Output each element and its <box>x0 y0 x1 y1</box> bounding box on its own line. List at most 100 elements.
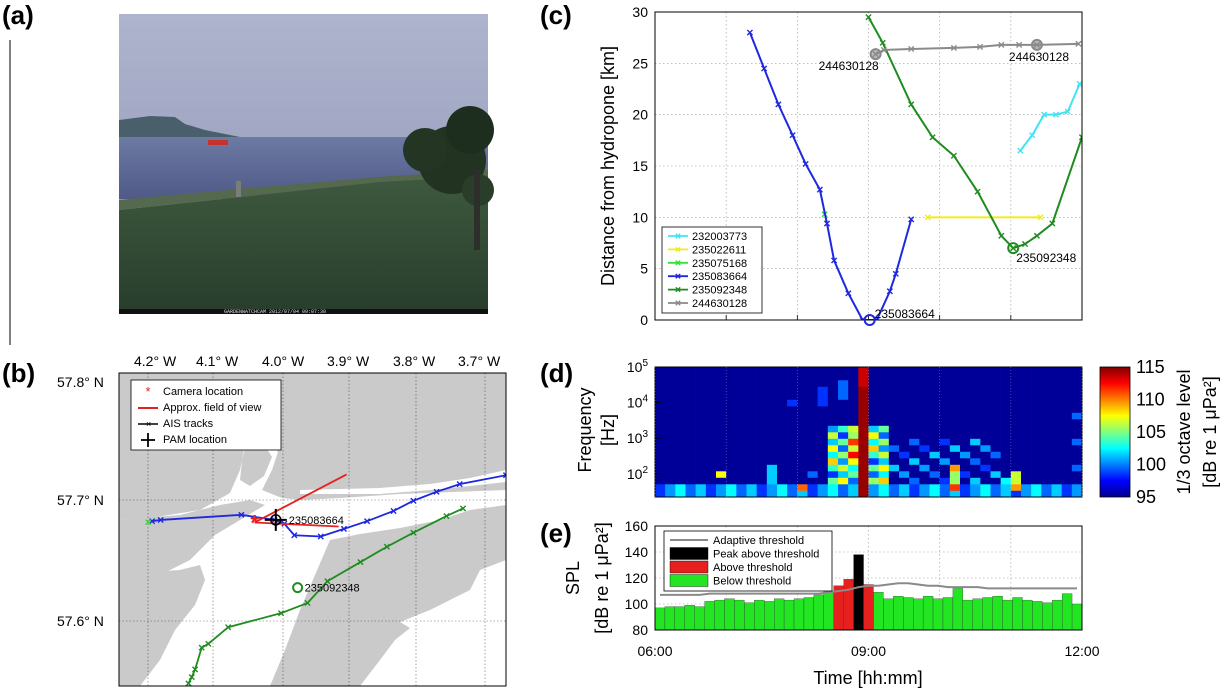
spectrogram-cell <box>899 484 910 491</box>
spectrogram-cell <box>817 425 829 433</box>
spectrogram-cell <box>888 393 900 400</box>
spectrogram-cell <box>756 477 768 485</box>
spectrogram-cell <box>990 412 1001 420</box>
spectrogram-cell <box>919 367 930 374</box>
spectrogram-cell <box>726 425 737 433</box>
spectrogram-cell <box>909 432 920 439</box>
spectrogram-cell <box>1000 386 1012 394</box>
spectrogram-cell <box>777 451 788 459</box>
spectrogram-cell <box>726 451 737 459</box>
spectrogram-cell <box>787 393 798 400</box>
spectrogram-cell <box>1000 464 1012 472</box>
spectrogram-cell <box>868 484 879 491</box>
spectrogram-cell <box>1031 458 1042 465</box>
spectrogram-cell <box>919 458 930 465</box>
spectrogram-cell <box>716 451 727 459</box>
spectrogram-cell <box>980 471 991 478</box>
spectrogram-cell <box>675 399 686 407</box>
spectrogram-cell <box>655 419 666 426</box>
spectrogram-cell <box>797 399 808 407</box>
spectrogram-cell <box>797 451 808 459</box>
spectrogram-cell <box>868 386 879 394</box>
spectrogram-cell <box>848 471 859 478</box>
map-track-point <box>357 558 364 566</box>
spectrogram-cell <box>1010 399 1022 407</box>
spectrogram-cell <box>665 471 676 478</box>
spectrogram-cell <box>949 373 961 381</box>
spectrogram-cell <box>766 432 778 439</box>
spectrogram-cell <box>868 425 879 433</box>
spl-bar <box>774 598 785 630</box>
spectrogram-cell <box>756 432 768 439</box>
spectrogram-cell <box>888 484 900 491</box>
spectrogram-cell <box>655 373 666 381</box>
spectrogram-cell <box>970 419 981 426</box>
spectrogram-cell <box>1061 393 1073 400</box>
spectrogram-cell <box>990 464 1001 472</box>
spectrogram-cell <box>817 458 829 465</box>
spectrogram-cell <box>787 490 798 498</box>
spectrogram-cell <box>807 399 818 407</box>
lon-tick: 3.9° W <box>327 353 370 369</box>
spectrogram-cell <box>878 380 890 387</box>
spectrogram-cell <box>848 438 859 446</box>
spectrogram-cell <box>807 464 818 472</box>
spectrogram-cell <box>1061 490 1073 498</box>
spectrogram-cell <box>665 432 676 439</box>
spectrogram-cell <box>838 367 849 374</box>
spectrogram-cell <box>665 406 676 413</box>
spectrogram-cell <box>705 406 717 413</box>
spectrogram-cell <box>919 451 930 459</box>
spectrogram-cell <box>817 412 829 420</box>
spectrogram-cell <box>878 490 890 498</box>
spectrogram-cell <box>929 380 940 387</box>
spl-bar <box>893 596 904 630</box>
spectrogram-cell <box>1000 367 1012 374</box>
map-latitude-ticks: 57.8° N 57.7° N 57.6° N <box>57 374 104 629</box>
spectrogram-cell <box>827 438 839 446</box>
spectrogram-cell <box>960 464 971 472</box>
spectrogram-cell <box>939 432 951 439</box>
spectrogram-cell <box>777 406 788 413</box>
spl-y-tick: 100 <box>625 596 649 612</box>
spectrogram-cell <box>746 432 757 439</box>
spectrogram-cell <box>716 445 727 452</box>
spectrogram-cell <box>817 451 829 459</box>
spectrogram-cell <box>787 484 798 491</box>
spl-x-axis-label: Time [hh:mm] <box>813 668 922 688</box>
spectrogram-cell <box>695 425 707 433</box>
spectrogram-cell <box>1071 477 1083 485</box>
series-point <box>1029 132 1036 139</box>
spectrogram-cell <box>838 477 849 485</box>
map-track-point <box>324 578 331 585</box>
spectrogram-cell <box>655 484 666 491</box>
lon-tick: 4.0° W <box>262 353 305 369</box>
series-point <box>976 43 984 51</box>
map-track-235092348 <box>187 507 464 684</box>
spectrogram-cell <box>980 425 991 433</box>
spectrogram-cell <box>766 399 778 407</box>
spectrogram-cell <box>726 373 737 381</box>
spectrogram-cell <box>919 386 930 394</box>
spectrogram-cell <box>787 386 798 394</box>
spectrogram-cell <box>1000 373 1012 381</box>
spectrogram-cell <box>838 445 849 452</box>
spectrogram-cell <box>1021 399 1032 407</box>
spectrogram-cell <box>726 438 737 446</box>
spectrogram-cell <box>1031 425 1042 433</box>
spectrogram-cell <box>1000 432 1012 439</box>
spectrogram-cell <box>817 386 829 394</box>
spectrogram-cell <box>817 399 829 407</box>
spectrogram-cell <box>838 373 849 381</box>
spectrogram-cell <box>695 477 707 485</box>
spectrogram-cell <box>848 490 859 498</box>
spectrogram-cell <box>1021 406 1032 413</box>
spectrogram-cell <box>1010 438 1022 446</box>
spectrogram-cell <box>990 373 1001 381</box>
spectrogram-cell <box>909 490 920 498</box>
spl-legend-entry: Below threshold <box>713 576 791 588</box>
spectrogram-cell <box>685 484 696 491</box>
legend-camera: Camera location <box>163 386 243 398</box>
spl-y-tick: 120 <box>625 570 649 586</box>
spectrogram-cell <box>756 471 768 478</box>
